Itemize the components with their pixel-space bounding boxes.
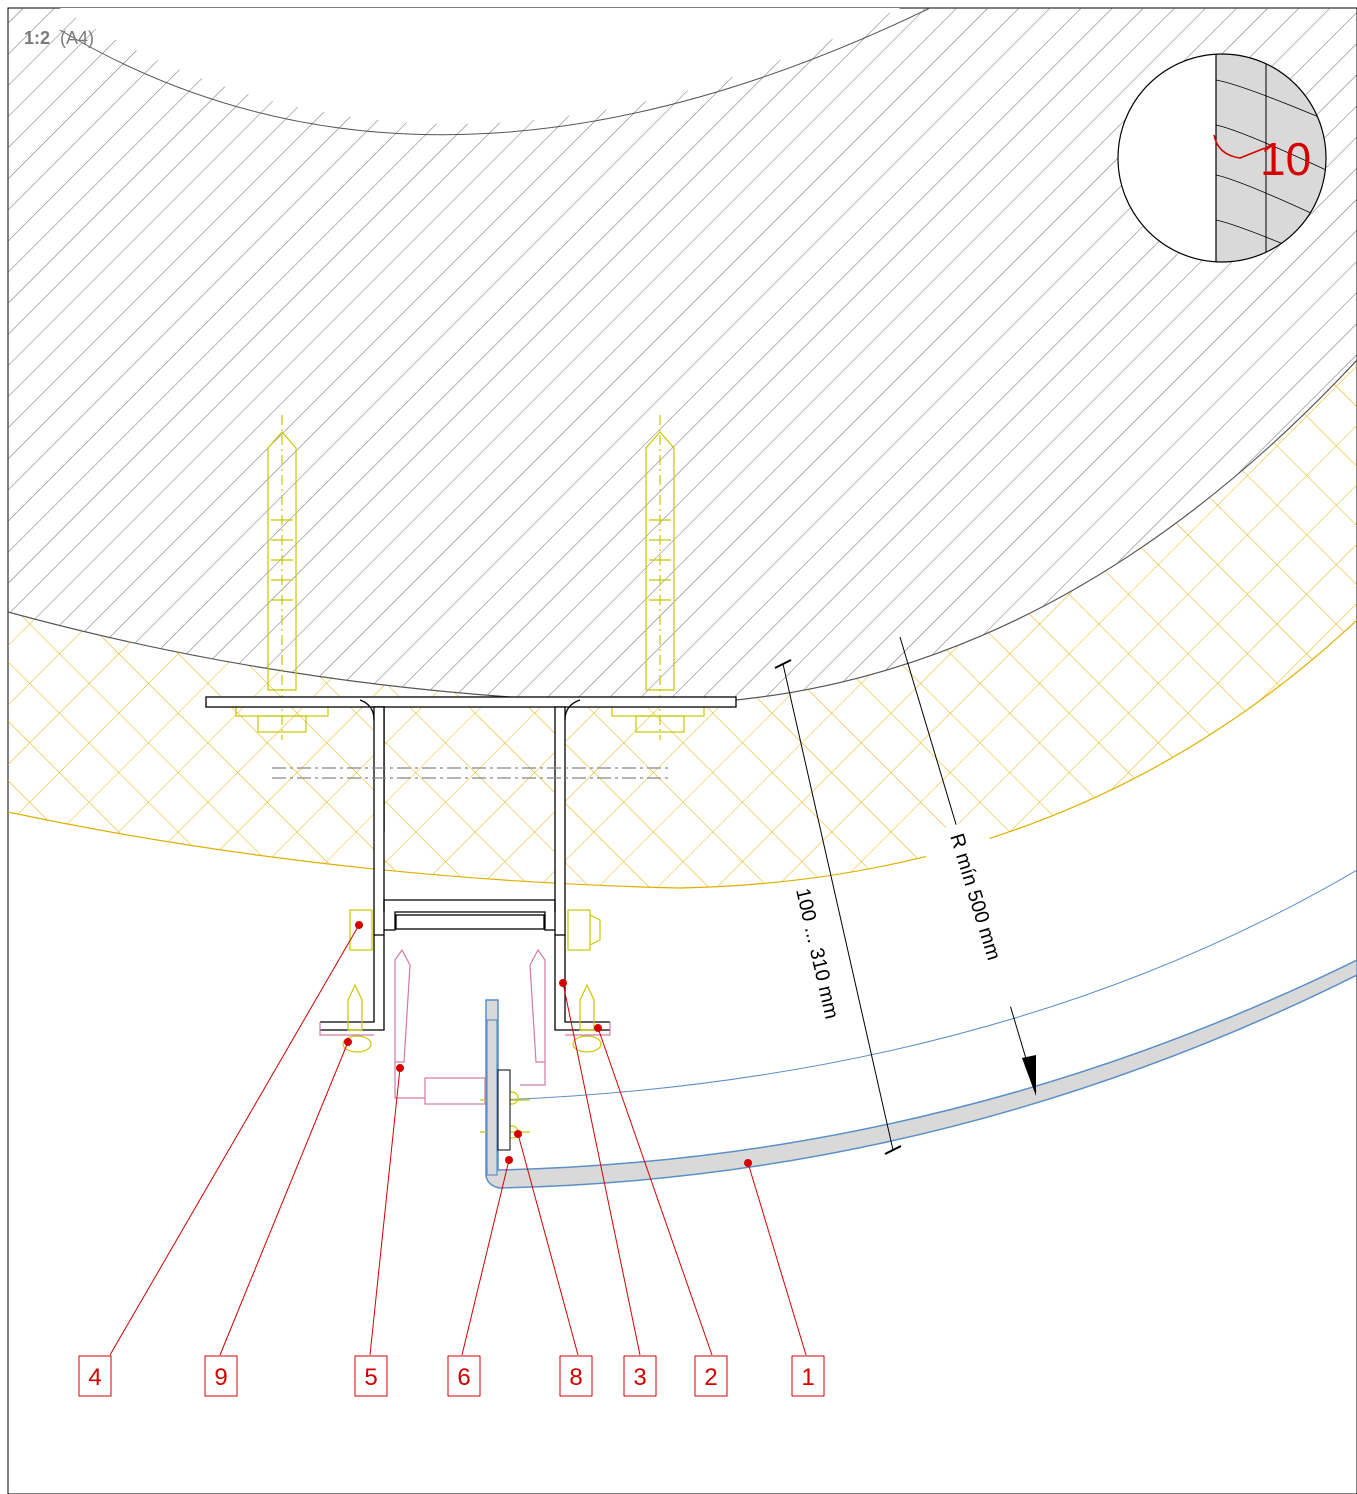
svg-text:6: 6	[457, 1364, 470, 1391]
detail-number: 10	[1260, 133, 1311, 185]
scale-label: 1:2 (A4)	[24, 28, 94, 48]
svg-text:2: 2	[704, 1364, 717, 1391]
insulation-layer	[8, 360, 1357, 888]
svg-text:9: 9	[214, 1364, 227, 1391]
bolt-left	[349, 909, 373, 951]
cladding-panel	[485, 959, 1357, 1189]
wall-inner-edge	[59, 8, 931, 136]
scale-paper: (A4)	[60, 28, 94, 48]
detail-view: 10	[1117, 53, 1327, 263]
callout-1: 1	[791, 1355, 825, 1397]
dimension-thickness-label: 100 ... 310 mm	[791, 886, 842, 1021]
svg-text:3: 3	[633, 1364, 646, 1391]
callout-5: 5	[354, 1355, 388, 1397]
wall-bracket	[205, 696, 737, 936]
rivet-plate	[497, 1069, 511, 1151]
insulation-outer-line	[8, 619, 1357, 889]
svg-text:4: 4	[88, 1364, 101, 1391]
reference-arc	[499, 869, 1357, 1101]
callout-4: 4	[78, 1355, 112, 1397]
panel-return-leg	[486, 1019, 498, 1176]
callout-2: 2	[694, 1355, 728, 1397]
wall-section	[8, 8, 1357, 704]
svg-text:5: 5	[364, 1364, 377, 1391]
callout-8: 8	[559, 1355, 593, 1397]
wall-inner-cavity	[60, 8, 900, 124]
svg-text:8: 8	[569, 1364, 582, 1391]
callout-3: 3	[623, 1355, 657, 1397]
carrier-profile	[320, 899, 610, 1031]
leader-lines	[109, 921, 807, 1356]
anchor-left	[235, 415, 329, 740]
svg-text:1: 1	[801, 1364, 814, 1391]
callout-9: 9	[204, 1355, 238, 1397]
bolt-right	[567, 909, 591, 951]
panel-hanger	[319, 948, 611, 1105]
callout-6: 6	[447, 1355, 481, 1397]
callouts: 4 9 5 6 8 3 2 1	[78, 1355, 825, 1397]
scale-ratio: 1:2	[24, 28, 50, 48]
